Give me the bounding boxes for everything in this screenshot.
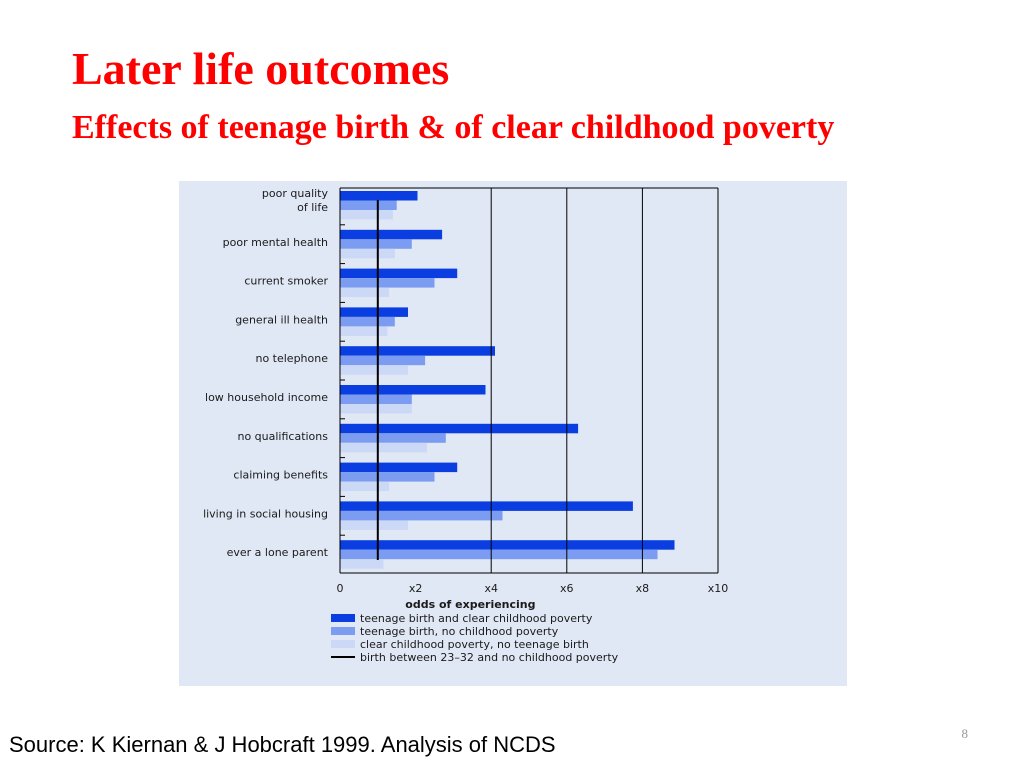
bar-2-2 [340,239,412,249]
slide-number: 8 [961,726,969,741]
bar-1-6 [340,385,486,395]
bar-1-4 [340,307,408,317]
bar-3-1 [340,210,393,220]
slide-title: Later life outcomes [72,43,450,94]
x-tick-label-0: 0 [337,582,344,595]
bar-2-10 [340,549,658,560]
bar-1-2 [340,229,443,240]
legend-swatch-1 [331,614,355,622]
category-label-6: low household income [205,391,328,404]
bar-3-7 [340,442,427,453]
bar-2-1 [340,200,397,210]
bar-1-7 [340,423,579,434]
bar-2-7 [340,433,446,443]
category-label-4: general ill health [235,313,328,326]
x-tick-label-3: x6 [560,582,574,595]
bar-1-5 [340,346,495,356]
category-label-9: living in social housing [203,507,328,520]
category-label-3: current smoker [244,275,328,288]
bar-2-5 [340,355,426,366]
x-tick-label-5: x10 [708,582,729,595]
chart-panel: poor quality of life poor mental health cur… [179,181,847,686]
bar-2-4 [340,316,395,327]
legend-swatch-3 [331,640,355,648]
bar-3-10 [340,559,384,569]
bar-2-3 [340,278,435,288]
x-tick-label-4: x8 [636,582,650,595]
legend-swatch-2 [331,627,355,635]
legend-label-1: teenage birth and clear childhood povert… [360,612,593,625]
legend-label-2: teenage birth, no childhood poverty [360,625,559,638]
category-label-7: no qualifications [237,430,328,443]
bar-3-2 [340,248,395,259]
bar-3-5 [340,365,408,375]
bar-1-10 [340,540,675,550]
bar-1-9 [340,501,633,511]
category-label-1-line-2: of life [297,201,328,214]
x-tick-label-1: x2 [409,582,423,595]
x-tick-label-2: x4 [484,582,498,595]
bar-3-8 [340,481,390,492]
bar-1-1 [340,191,418,201]
category-label-10: ever a lone parent [227,546,329,559]
bar-3-3 [340,287,390,298]
bar-2-8 [340,472,435,482]
legend-label-3: clear childhood poverty, no teenage birt… [360,638,589,651]
bar-1-8 [340,462,458,473]
category-label-2: poor mental health [223,236,328,249]
category-label-1-line-1: poor quality [262,187,329,200]
bar-1-3 [340,268,458,279]
legend-label-reference: birth between 23–32 and no childhood pov… [360,651,619,664]
bar-2-9 [340,510,503,521]
source-citation: Source: K Kiernan & J Hobcraft 1999. Ana… [9,732,556,757]
bar-3-9 [340,520,408,530]
bar-3-4 [340,326,388,336]
category-label-5: no telephone [255,352,328,365]
category-label-8: claiming benefits [233,469,328,482]
bar-3-6 [340,404,412,414]
x-axis-label: odds of experiencing [405,598,535,611]
slide-subtitle: Effects of teenage birth & of clear chil… [72,109,835,146]
bar-2-6 [340,394,412,404]
